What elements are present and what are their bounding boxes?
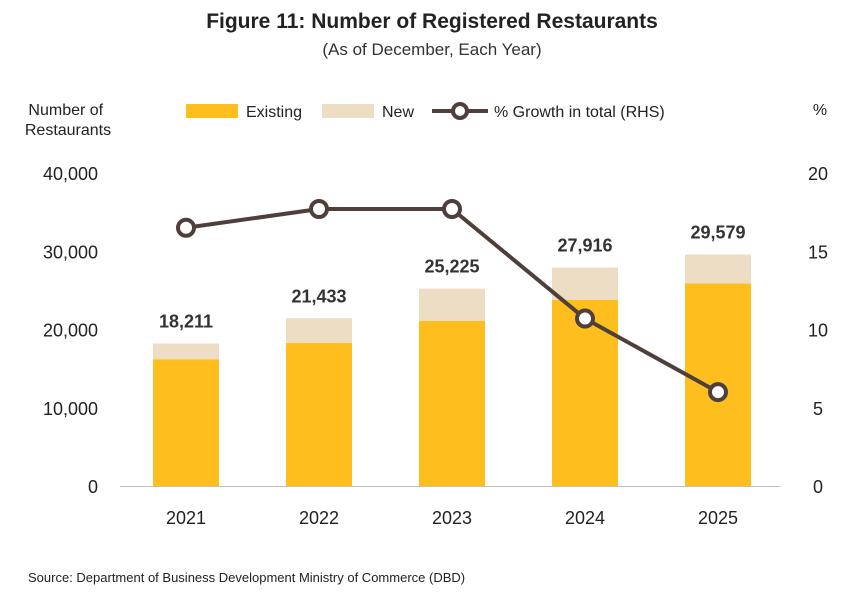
total-value-label: 27,916 (557, 236, 612, 256)
growth-marker (708, 382, 728, 403)
source-note: Source: Department of Business Developme… (28, 570, 465, 585)
legend-swatch-growth-marker (451, 102, 469, 120)
growth-line-series (176, 198, 728, 403)
legend-label-existing: Existing (246, 104, 302, 121)
x-axis-ticks: 2021 2022 2023 2024 2025 (166, 508, 738, 528)
left-axis-label-line1: Number of (28, 102, 103, 119)
legend-label-growth: % Growth in total (RHS) (494, 104, 665, 121)
legend-label-new: New (382, 104, 414, 121)
total-value-label: 18,211 (159, 311, 213, 331)
left-axis-label-line2: Restaurants (25, 122, 111, 139)
total-value-label: 25,225 (424, 257, 479, 277)
bar-existing (286, 342, 352, 486)
x-tick-label: 2024 (565, 508, 605, 528)
right-tick-label: 15 (808, 242, 828, 262)
chart-subtitle: (As of December, Each Year) (322, 40, 541, 59)
x-tick-label: 2023 (432, 508, 472, 528)
x-tick-label: 2025 (698, 508, 738, 528)
right-tick-label: 0 (813, 477, 823, 497)
right-tick-label: 10 (808, 321, 828, 341)
legend-swatch-existing (186, 104, 238, 118)
legend-swatch-new (322, 104, 374, 118)
growth-marker (442, 198, 462, 219)
bar-new (153, 343, 219, 360)
bar-existing (419, 320, 485, 486)
total-labels: 18,211 21,433 25,225 27,916 29,579 (159, 223, 746, 332)
total-value-label: 21,433 (291, 286, 346, 306)
bar-existing (153, 359, 219, 486)
bars (153, 254, 751, 486)
x-tick-label: 2022 (299, 508, 339, 528)
right-axis-ticks: 0 5 10 15 20 (808, 164, 828, 497)
left-tick-label: 30,000 (43, 242, 98, 262)
right-tick-label: 20 (808, 164, 828, 184)
bar-new (552, 267, 618, 300)
bar-new (286, 318, 352, 343)
bar-new (419, 288, 485, 321)
left-axis-ticks: 0 10,000 20,000 30,000 40,000 (43, 164, 98, 497)
growth-marker (309, 198, 329, 219)
left-axis-label: Number of Restaurants (25, 102, 111, 139)
chart-title: Figure 11: Number of Registered Restaura… (206, 10, 658, 33)
left-tick-label: 40,000 (43, 164, 98, 184)
left-tick-label: 0 (88, 477, 98, 497)
growth-marker (176, 217, 196, 238)
legend: Existing New % Growth in total (RHS) (186, 102, 665, 121)
growth-marker (575, 308, 595, 329)
total-value-label: 29,579 (690, 223, 745, 243)
bar-new (685, 254, 751, 284)
right-tick-label: 5 (813, 399, 823, 419)
left-tick-label: 10,000 (43, 399, 98, 419)
left-tick-label: 20,000 (43, 321, 98, 341)
x-tick-label: 2021 (166, 508, 206, 528)
right-axis-label: % (813, 102, 827, 119)
